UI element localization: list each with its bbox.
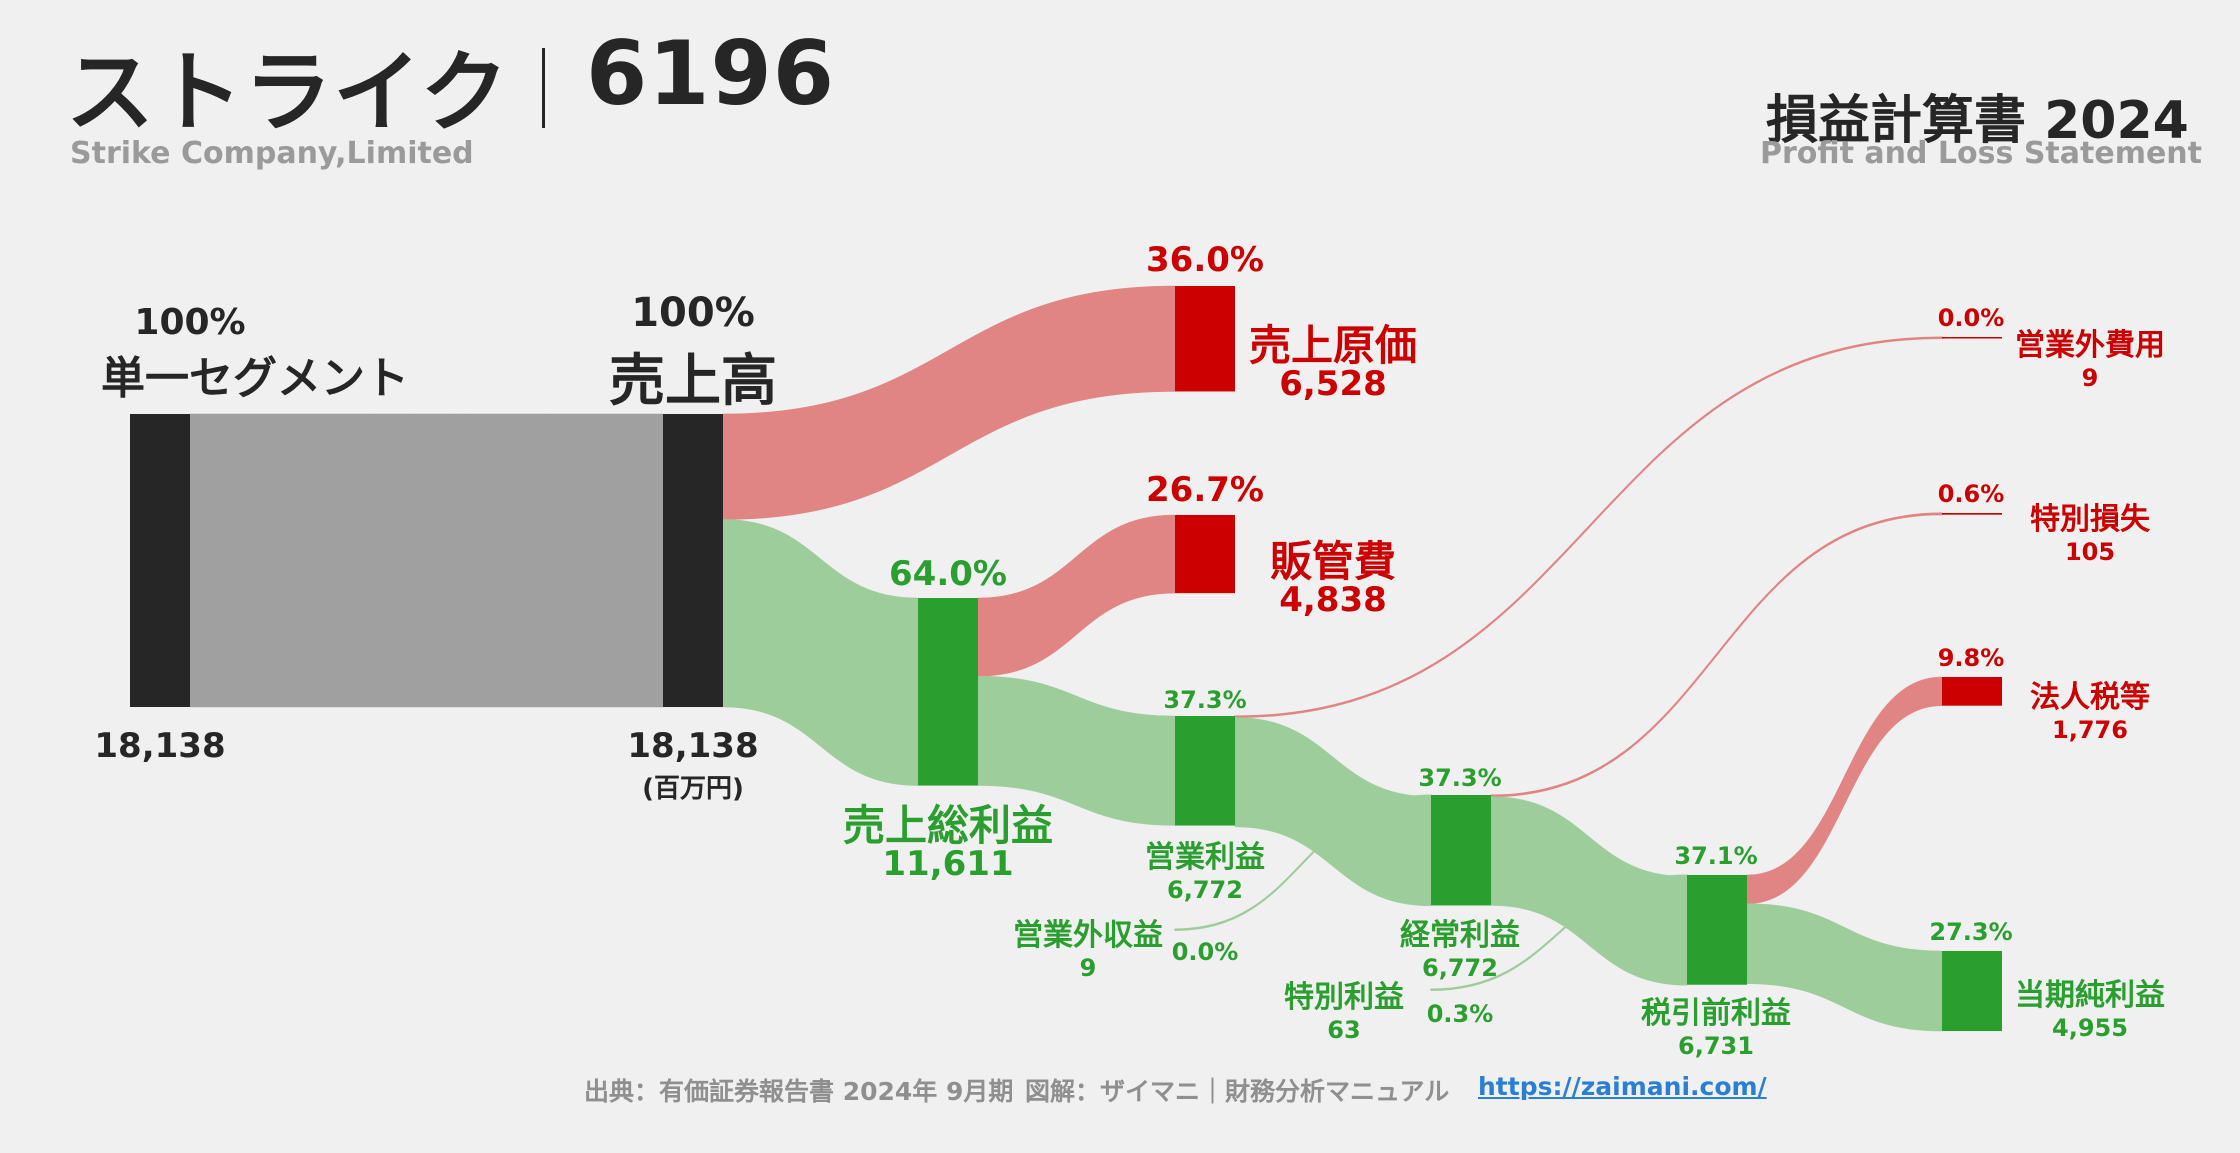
segment-label: 単一セグメント [101,353,409,404]
revenue-value: 18,138 [627,726,759,766]
segment-pct: 100% [134,302,246,343]
node-bar-pretax [1687,875,1747,985]
flow-pretax-to-tax [1746,676,1943,904]
flows [189,285,1943,1032]
flow-op-to-ordinary [1234,717,1432,907]
special-loss-value: 105 [2064,538,2116,566]
cogs-value: 6,528 [1279,364,1387,404]
node-bar-net [1942,951,2002,1032]
revenue-pct: 100% [631,290,755,336]
node-bar-special_loss [1942,513,2002,515]
op-pct: 37.3% [1163,686,1247,714]
node-bar-tax [1942,677,2002,706]
nonop-expense-pct: 0.0% [1937,304,2005,332]
stock-code: 6196 [586,22,835,125]
net-pct: 27.3% [1929,918,2013,946]
unit-label: (百万円) [642,774,744,804]
node-bar-segment [130,414,190,707]
credit-note: 図解：ザイマニ｜財務分析マニュアル [1025,1077,1450,1106]
node-bars [130,286,2002,1032]
node-bar-gross [918,598,978,786]
title-divider [542,48,545,128]
segment-value: 18,138 [94,726,226,766]
node-bar-sga [1175,515,1235,594]
nonop-income-value: 9 [1079,954,1097,982]
special-loss-pct: 0.6% [1937,480,2005,508]
gross-label: 売上総利益 [842,801,1054,850]
special-income-pct: 0.3% [1426,1000,1494,1028]
node-bar-revenue [663,414,723,708]
flow-segment-to-revenue [189,413,664,708]
flow-ordinary-to-pretax [1490,796,1688,986]
nonop-expense-value: 9 [2081,364,2099,392]
source-note: 出典：有価証券報告書 2024年 9月期 [584,1077,1014,1106]
cogs-label: 売上原価 [1248,321,1418,370]
gross-pct: 64.0% [889,554,1007,594]
net-label: 当期純利益 [2015,978,2165,1013]
node-bar-op [1175,716,1235,826]
ordinary-pct: 37.3% [1418,764,1502,792]
flow-gross-to-sga [977,514,1176,677]
sga-value: 4,838 [1279,580,1387,620]
net-value: 4,955 [2052,1014,2128,1042]
node-bar-nonop_exp [1942,337,2002,339]
node-bar-cogs [1175,286,1235,392]
nonop-expense-label: 営業外費用 [2015,328,2165,363]
op-label: 営業利益 [1145,840,1265,875]
statement-title-en: Profit and Loss Statement [1760,136,2203,171]
node-bar-ordinary [1431,795,1491,906]
cogs-pct: 36.0% [1146,240,1264,280]
flow-revenue-to-cogs [722,285,1176,520]
ordinary-label: 経常利益 [1400,918,1520,953]
tax-value: 1,776 [2052,716,2128,744]
gross-value: 11,611 [882,844,1014,884]
special-income-label: 特別利益 [1284,980,1404,1015]
company-name-en: Strike Company,Limited [70,136,474,171]
revenue-label: 売上高 [609,349,777,414]
pretax-value: 6,731 [1678,1032,1754,1060]
flow-ordinary-to-special_loss [1490,512,1943,798]
website-link[interactable]: https://zaimani.com/ [1478,1072,1767,1101]
tax-label: 法人税等 [2030,680,2150,715]
pretax-pct: 37.1% [1674,842,1758,870]
nonop-income-pct: 0.0% [1171,938,1239,966]
special-loss-label: 特別損失 [2030,502,2150,537]
sga-pct: 26.7% [1146,470,1264,510]
tax-pct: 9.8% [1937,644,2005,672]
ordinary-value: 6,772 [1422,954,1498,982]
company-name: ストライク [66,41,510,144]
statement-title: 損益計算書 2024 [1766,91,2189,151]
special-income-value: 63 [1327,1016,1361,1044]
sga-label: 販管費 [1269,537,1397,586]
op-value: 6,772 [1167,876,1243,904]
nonop-income-label: 営業外収益 [1013,918,1163,953]
pretax-label: 税引前利益 [1641,996,1791,1031]
